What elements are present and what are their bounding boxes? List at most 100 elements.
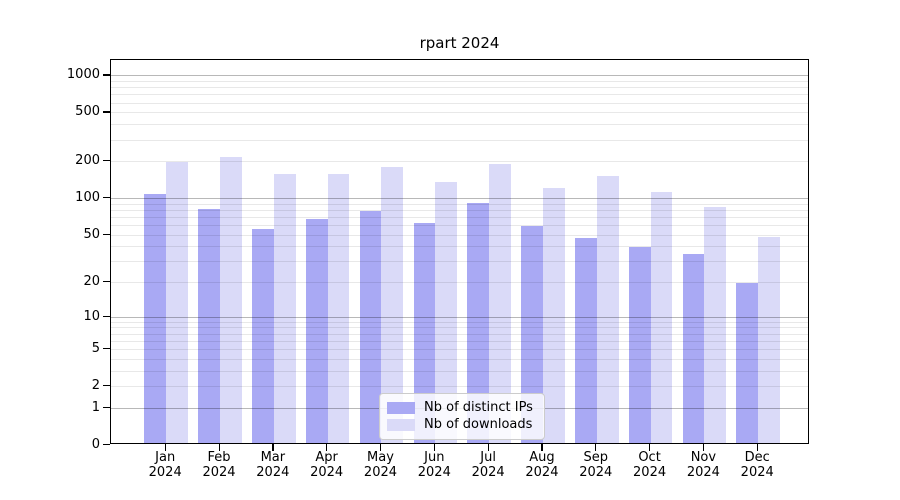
bar-distinct-ips-mar	[252, 228, 274, 443]
bar-downloads-jun	[435, 182, 458, 443]
bar-downloads-mar	[273, 173, 296, 443]
x-tick-apr	[326, 444, 328, 451]
gridline-minor-7	[111, 333, 808, 335]
legend-swatch-distinct-ips-icon	[387, 401, 415, 414]
gridline-minor-90	[111, 203, 808, 205]
bar-downloads-dec	[758, 237, 781, 443]
x-tick-jan	[164, 444, 166, 451]
bar-distinct-ips-feb	[198, 208, 221, 443]
x-tick-aug	[541, 444, 543, 451]
gridline-minor-2	[111, 386, 808, 388]
gridline-minor-4	[111, 358, 808, 360]
x-tick-jul	[487, 444, 489, 451]
gridline-minor-6	[111, 340, 808, 342]
bar-downloads-may	[381, 167, 404, 443]
bar-distinct-ips-jul	[467, 202, 490, 443]
x-tick-label-oct: Oct 2024	[633, 450, 667, 480]
x-tick-label-may: May 2024	[363, 450, 398, 480]
x-tick-sep	[595, 444, 597, 451]
x-tick-jun	[433, 444, 435, 451]
y-tick-100	[103, 197, 110, 199]
y-tick-1000	[103, 74, 110, 76]
y-tick-label-2: 2	[91, 378, 100, 394]
y-tick-200	[103, 160, 110, 162]
bar-downloads-jan	[166, 161, 188, 443]
gridline-minor-500	[111, 112, 808, 114]
legend-label-downloads: Nb of downloads	[424, 417, 533, 432]
gridline-minor-800	[111, 87, 808, 89]
legend-item-downloads: Nb of downloads	[387, 416, 536, 433]
y-tick-label-0: 0	[91, 437, 100, 452]
bar-distinct-ips-jan	[144, 194, 167, 443]
bar-downloads-aug	[542, 187, 565, 443]
gridline-minor-9	[111, 321, 808, 323]
x-tick-label-jun: Jun 2024	[417, 450, 451, 480]
x-tick-may	[379, 444, 382, 451]
bar-downloads-nov	[704, 207, 727, 443]
x-tick-label-dec: Dec 2024	[740, 450, 774, 480]
x-tick-label-feb: Feb 2024	[202, 450, 236, 480]
bar-distinct-ips-sep	[574, 238, 597, 443]
bar-distinct-ips-may	[359, 211, 382, 443]
legend-swatch-downloads-icon	[387, 418, 415, 431]
x-tick-dec	[756, 444, 758, 451]
bar-downloads-sep	[596, 176, 619, 443]
gridline-minor-5	[111, 349, 808, 351]
y-tick-1	[103, 406, 110, 409]
y-tick-label-50: 50	[83, 226, 100, 242]
x-tick-label-apr: Apr 2024	[310, 450, 344, 480]
gridline-minor-300	[111, 139, 808, 141]
gridline-minor-60	[111, 225, 808, 227]
y-tick-label-10: 10	[83, 308, 100, 324]
bar-downloads-oct	[650, 192, 673, 443]
x-tick-nov	[702, 444, 705, 451]
chart-title: rpart 2024	[419, 34, 500, 52]
y-tick-label-1000: 1000	[66, 67, 100, 83]
bar-distinct-ips-apr	[305, 218, 328, 443]
legend: Nb of distinct IPs Nb of downloads	[379, 393, 545, 440]
y-tick-50	[103, 233, 110, 235]
y-tick-label-100: 100	[75, 190, 100, 206]
gridline-minor-70	[111, 216, 808, 218]
gridline-minor-50	[111, 234, 808, 236]
x-tick-label-jan: Jan 2024	[148, 450, 182, 480]
y-tick-label-20: 20	[83, 274, 100, 290]
bar-distinct-ips-jun	[413, 223, 436, 443]
x-tick-feb	[218, 444, 220, 451]
y-tick-label-500: 500	[75, 104, 100, 120]
gridline-minor-30	[111, 261, 808, 263]
gridline-minor-900	[111, 80, 808, 82]
x-tick-oct	[649, 444, 651, 451]
gridline-minor-200	[111, 161, 808, 163]
legend-label-distinct-ips: Nb of distinct IPs	[424, 400, 533, 415]
legend-item-distinct-ips: Nb of distinct IPs	[387, 399, 536, 416]
bar-distinct-ips-oct	[628, 246, 651, 443]
y-tick-label-200: 200	[75, 153, 100, 169]
x-tick-label-sep: Sep 2024	[579, 450, 613, 480]
gridline-minor-400	[111, 124, 808, 126]
bar-distinct-ips-dec	[736, 282, 759, 443]
gridline-minor-80	[111, 209, 808, 211]
x-tick-mar	[272, 444, 274, 451]
y-tick-label-1: 1	[91, 399, 100, 415]
gridline-minor-600	[111, 102, 808, 104]
y-tick-10	[103, 315, 110, 317]
y-tick-20	[103, 281, 110, 283]
x-tick-label-aug: Aug 2024	[525, 450, 559, 480]
bar-distinct-ips-aug	[521, 225, 543, 443]
gridline-minor-3	[111, 370, 808, 372]
plot-inner	[111, 60, 808, 443]
gridline-major-1000	[111, 75, 808, 77]
gridline-minor-700	[111, 94, 808, 96]
gridline-minor-40	[111, 246, 808, 248]
y-tick-0	[103, 444, 110, 446]
x-tick-label-mar: Mar 2024	[256, 450, 290, 480]
y-tick-2	[103, 385, 110, 387]
y-tick-5	[103, 348, 110, 350]
plot-area	[110, 59, 809, 444]
x-tick-label-jul: Jul 2024	[471, 450, 505, 480]
bar-distinct-ips-nov	[682, 254, 705, 443]
y-tick-500	[103, 111, 110, 113]
bar-downloads-jul	[489, 163, 511, 443]
